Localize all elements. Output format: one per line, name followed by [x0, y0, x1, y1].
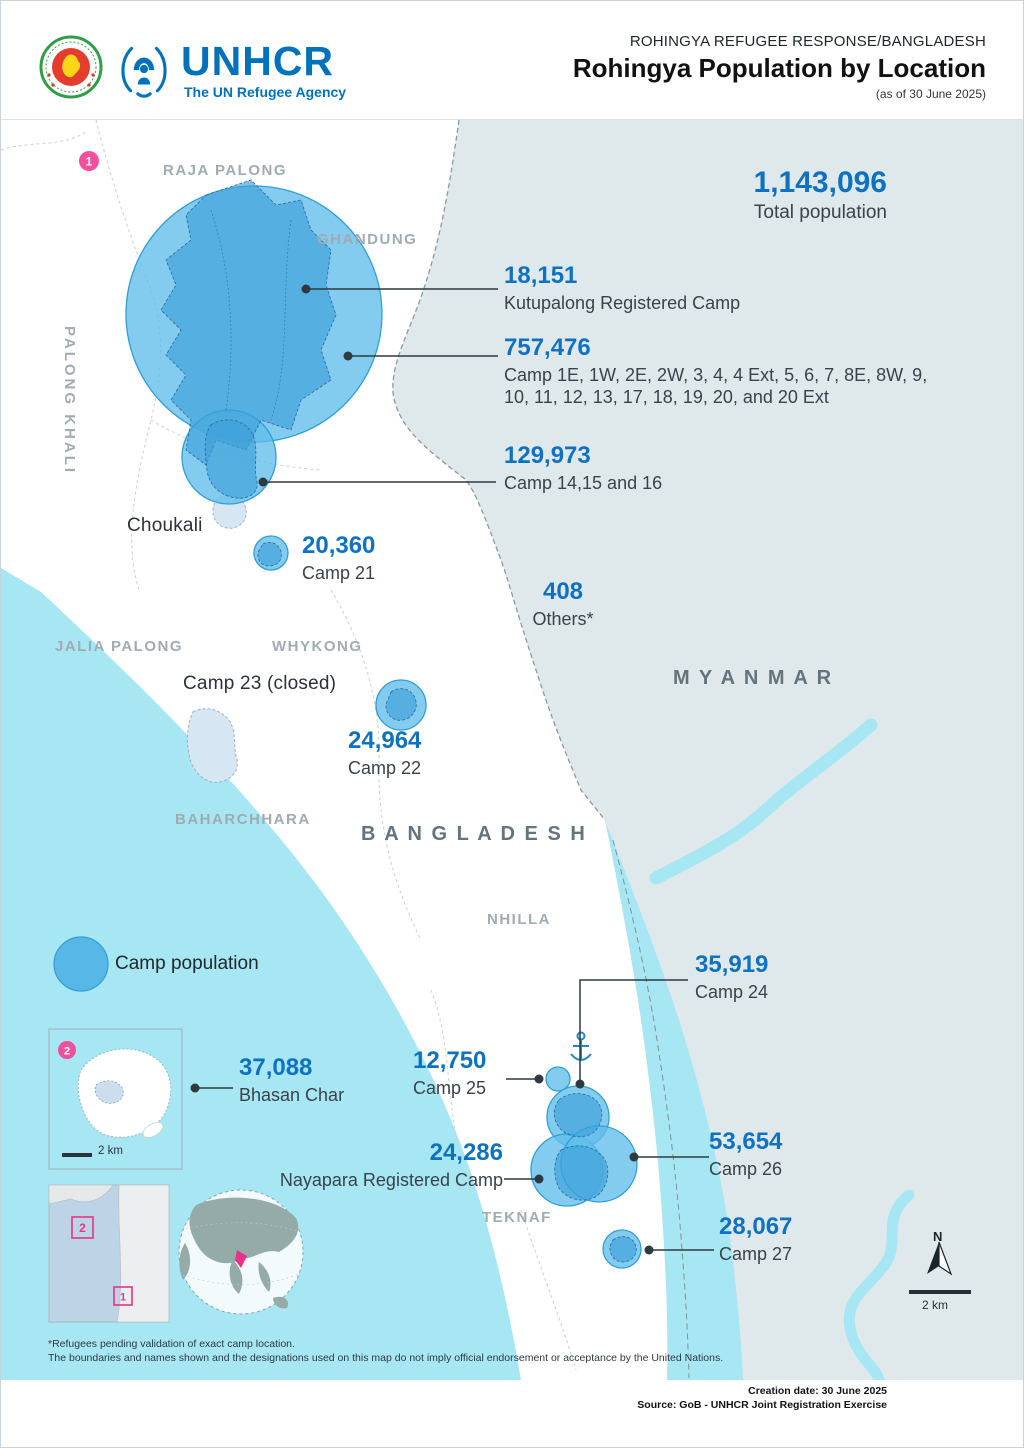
svg-text:2: 2	[79, 1221, 86, 1235]
border-bgd-mmr	[392, 120, 606, 821]
globe-marker	[235, 1250, 247, 1268]
leader-lines	[195, 288, 714, 1251]
admin-boundaries	[1, 120, 577, 1371]
bubble-camp25	[545, 1066, 571, 1092]
map-badge-1: 1	[79, 151, 99, 171]
map-canvas: 1 2 2 1	[1, 119, 1023, 1380]
credits: Creation date: 30 June 2025 Source: GoB …	[601, 1384, 887, 1412]
unhcr-wordmark: UNHCR	[181, 38, 335, 84]
border-river-center	[612, 839, 690, 1379]
source: Source: GoB - UNHCR Joint Registration E…	[637, 1399, 887, 1411]
globe-locator	[178, 1189, 304, 1315]
svg-text:1: 1	[86, 155, 93, 169]
unhcr-tagline: The UN Refugee Agency	[184, 84, 347, 100]
bangladesh-government-seal	[39, 35, 103, 99]
myanmar-region	[392, 120, 1023, 1380]
header: UNHCR The UN Refugee Agency ROHINGYA REF…	[1, 1, 1023, 119]
river-island	[628, 1039, 642, 1069]
river-tributary	[649, 718, 878, 885]
map-graphics: 1 2 2 1	[1, 120, 1023, 1380]
as-of-date: (as of 30 June 2025)	[875, 87, 986, 101]
page-title: Rohingya Population by Location	[572, 53, 986, 83]
program-title: ROHINGYA REFUGEE RESPONSE/BANGLADESH	[629, 33, 986, 50]
bangladesh-land	[1, 120, 668, 1380]
inset-box-1	[113, 1286, 133, 1306]
inset-badge-2	[58, 1041, 76, 1059]
camp-footprints	[160, 179, 637, 1263]
inset-box-2	[71, 1216, 94, 1239]
camp-inner-lines	[210, 209, 292, 421]
regional-inset: 2 1	[48, 1184, 170, 1323]
anchor-icon	[570, 1031, 592, 1061]
svg-text:2: 2	[64, 1046, 70, 1058]
creation-date: Creation date: 30 June 2025	[748, 1385, 887, 1397]
camp23-area	[187, 708, 238, 783]
svg-text:1: 1	[120, 1292, 126, 1304]
north-arrow	[927, 1241, 953, 1276]
bhasan-char-inset: 2	[48, 1028, 183, 1170]
leader-dots	[190, 284, 654, 1255]
river-meander	[843, 1189, 915, 1380]
unhcr-emblem-icon	[121, 46, 167, 98]
legend-bubble	[53, 936, 109, 992]
